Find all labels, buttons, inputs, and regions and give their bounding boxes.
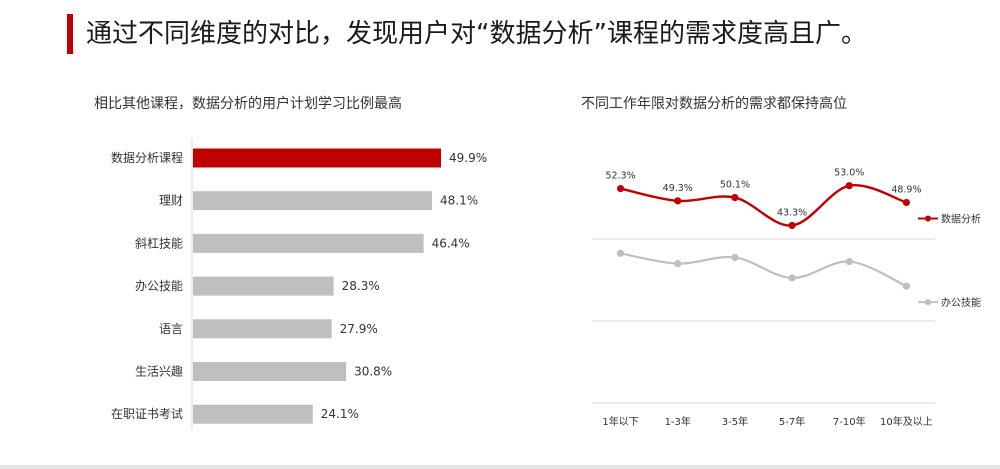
bar-category-label: 数据分析课程 [111, 150, 183, 165]
x-tick-label: 1年以下 [602, 415, 638, 428]
bar-value-label: 49.9% [449, 151, 487, 165]
series-point [788, 221, 796, 230]
series-point [788, 274, 796, 282]
x-tick-label: 5-7年 [779, 415, 805, 428]
bar-category-label: 办公技能 [135, 278, 183, 293]
series-point [616, 249, 625, 257]
footer-divider [0, 465, 1000, 469]
legend-marker [925, 215, 931, 222]
line-chart-title: 不同工作年限对数据分析的需求都保持高位 [581, 96, 847, 112]
page-title: 通过不同维度的对比，发现用户对“数据分析”课程的需求度高且广。 [86, 19, 867, 49]
series-line [620, 252, 907, 288]
bar-category-label: 在职证书考试 [111, 406, 183, 421]
legend-label: 数据分析 [941, 213, 981, 226]
x-tick-label: 10年及以上 [880, 415, 933, 428]
bar [193, 276, 334, 296]
series-point [845, 257, 853, 266]
bar-value-label: 27.9% [340, 322, 378, 336]
series-point [902, 198, 911, 207]
bar-value-label: 30.8% [354, 365, 392, 379]
data-label: 53.0% [834, 168, 864, 179]
line-chart: 1年以下 1-3年 3-5年 5-7年 7-10年 10年及以上 52.3% 49.3% 50.… [592, 168, 981, 428]
bar-value-label: 28.3% [342, 279, 380, 293]
series-point [674, 260, 682, 268]
x-tick-label: 1-3年 [665, 415, 691, 428]
bar-category-label: 语言 [159, 322, 183, 336]
bar-value-label: 48.1% [440, 194, 478, 208]
bar-value-label: 46.4% [432, 236, 470, 250]
series-point [902, 282, 911, 290]
data-label: 50.1% [720, 180, 750, 191]
bar-chart-title: 相比其他课程，数据分析的用户计划学习比例最高 [94, 96, 402, 112]
data-label: 48.9% [891, 185, 921, 196]
x-tick-label: 3-5年 [722, 415, 748, 428]
bar [193, 148, 441, 168]
legend-label: 办公技能 [941, 296, 981, 309]
bar [193, 191, 433, 211]
series-point [731, 193, 739, 202]
bar [193, 233, 424, 253]
data-label: 52.3% [605, 171, 635, 182]
bar [193, 362, 347, 381]
bar-category-label: 理财 [159, 194, 183, 208]
series-point [674, 197, 682, 205]
series-point [731, 253, 739, 262]
title-accent-bar [67, 14, 73, 54]
bar-value-label: 24.1% [321, 407, 359, 421]
data-label: 49.3% [663, 183, 693, 194]
bar [193, 319, 332, 339]
series-point [845, 182, 853, 190]
bar [193, 404, 313, 424]
series-point [616, 184, 625, 193]
bar-category-label: 斜杠技能 [135, 235, 183, 250]
bar-chart: 数据分析课程 49.9% 理财 48.1% 斜杠技能 46.4% 办公技能 28.3% 语言 27… [111, 138, 487, 430]
x-tick-label: 7-10年 [833, 415, 866, 428]
data-label: 43.3% [777, 207, 807, 218]
bar-category-label: 生活兴趣 [135, 364, 183, 379]
legend-marker [925, 299, 931, 306]
